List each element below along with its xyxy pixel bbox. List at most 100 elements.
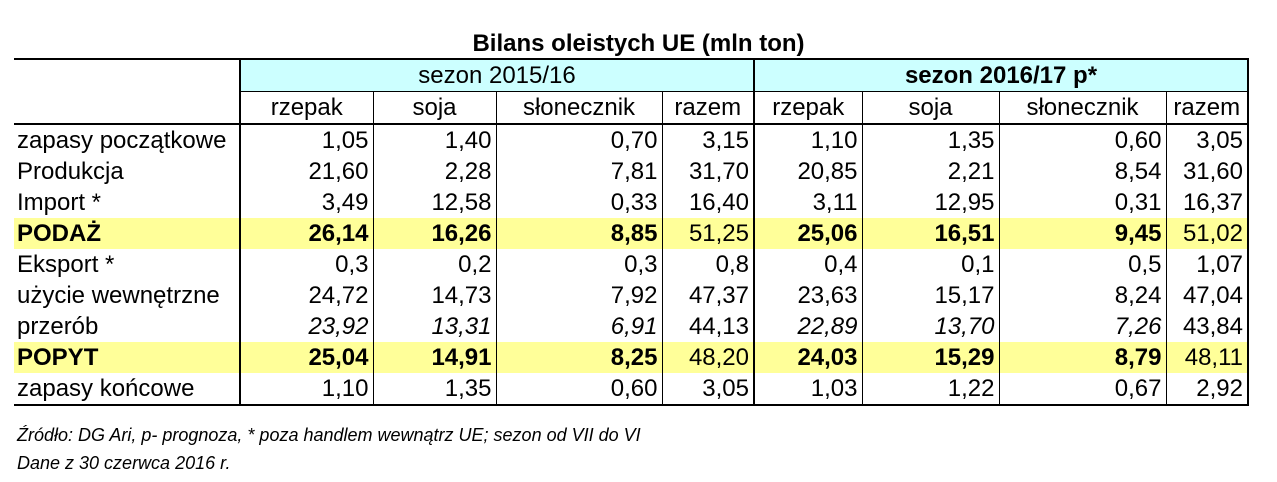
table-body: zapasy początkowe 1,05 1,40 0,70 3,15 1,10 1,3… bbox=[14, 124, 1249, 406]
table-cell: 12,95 bbox=[861, 187, 999, 218]
table-cell: 7,81 bbox=[495, 156, 662, 187]
table-cell: 25,06 bbox=[753, 218, 862, 249]
table-cell: 14,91 bbox=[372, 342, 496, 373]
table-cell: 3,05 bbox=[1165, 124, 1249, 156]
table-row: użycie wewnętrzne 24,72 14,73 7,92 47,37 23,6… bbox=[14, 280, 1249, 311]
table-cell: 1,35 bbox=[372, 373, 496, 406]
table-cell: 15,29 bbox=[861, 342, 999, 373]
table-cell: 16,26 bbox=[372, 218, 496, 249]
row-label: PODAŻ bbox=[14, 218, 240, 249]
table-cell: 15,17 bbox=[861, 280, 999, 311]
table-cell: 26,14 bbox=[239, 218, 373, 249]
table-cell: 12,58 bbox=[372, 187, 496, 218]
table-cell: 13,31 bbox=[372, 311, 496, 342]
col-header: soja bbox=[372, 91, 496, 125]
table-cell: 2,21 bbox=[861, 156, 999, 187]
table-cell: 3,49 bbox=[239, 187, 373, 218]
table-cell: 1,22 bbox=[861, 373, 999, 406]
table-cell: 0,3 bbox=[495, 249, 662, 280]
table-cell: 16,51 bbox=[861, 218, 999, 249]
table-row: zapasy końcowe 1,10 1,35 0,60 3,05 1,03 1,22 0,… bbox=[14, 373, 1249, 406]
table-row: PODAŻ 26,14 16,26 8,85 51,25 25,06 16,51 9,45 51… bbox=[14, 218, 1249, 249]
table-cell: 1,03 bbox=[753, 373, 862, 406]
table-cell: 14,73 bbox=[372, 280, 496, 311]
table-cell: 0,4 bbox=[753, 249, 862, 280]
table-cell: 0,1 bbox=[861, 249, 999, 280]
table-cell: 8,79 bbox=[998, 342, 1166, 373]
table-cell: 0,8 bbox=[661, 249, 754, 280]
col-header: soja bbox=[861, 91, 999, 125]
row-label: użycie wewnętrzne bbox=[17, 282, 220, 309]
table-cell: 3,05 bbox=[661, 373, 754, 406]
col-header: słonecznik bbox=[495, 91, 662, 125]
col-header: słonecznik bbox=[998, 91, 1166, 125]
table-cell: 1,40 bbox=[372, 124, 496, 156]
table-cell: 31,70 bbox=[661, 156, 754, 187]
row-label: Eksport * bbox=[17, 251, 115, 278]
col-header: razem bbox=[661, 91, 754, 125]
table-cell: 0,3 bbox=[239, 249, 373, 280]
table-cell: 7,92 bbox=[495, 280, 662, 311]
col-header: rzepak bbox=[753, 91, 862, 125]
table-cell: 7,26 bbox=[998, 311, 1166, 342]
col-header: rzepak bbox=[239, 91, 373, 125]
table-cell: 0,33 bbox=[495, 187, 662, 218]
table-cell: 23,63 bbox=[753, 280, 862, 311]
table-cell: 31,60 bbox=[1165, 156, 1249, 187]
table-cell: 48,20 bbox=[661, 342, 754, 373]
row-label: zapasy początkowe bbox=[17, 127, 227, 154]
row-label: przerób bbox=[17, 313, 99, 340]
table-cell: 8,24 bbox=[998, 280, 1166, 311]
table-cell: 20,85 bbox=[753, 156, 862, 187]
table-cell: 21,60 bbox=[239, 156, 373, 187]
table-row: POPYT 25,04 14,91 8,25 48,20 24,03 15,29 8,79 48… bbox=[14, 342, 1249, 373]
row-label: Produkcja bbox=[17, 158, 124, 185]
table-cell: 16,40 bbox=[661, 187, 754, 218]
season-2016-17: sezon 2016/17 p* bbox=[753, 58, 1249, 92]
table-title: Bilans oleistych UE (mln ton) bbox=[472, 30, 805, 57]
table-cell: 0,60 bbox=[998, 124, 1166, 156]
table-cell: 23,92 bbox=[239, 311, 373, 342]
row-label: Import * bbox=[17, 189, 102, 216]
table-row: przerób 23,92 13,31 6,91 44,13 22,89 13,70 7,26… bbox=[14, 311, 1249, 342]
table-cell: 1,05 bbox=[239, 124, 373, 156]
table-cell: 48,11 bbox=[1165, 342, 1249, 373]
table-cell: 43,84 bbox=[1165, 311, 1249, 342]
table-row: Import * 3,49 12,58 0,33 16,40 3,11 12,95 0,31 1… bbox=[14, 187, 1249, 218]
table-cell: 1,10 bbox=[239, 373, 373, 406]
table-cell: 6,91 bbox=[495, 311, 662, 342]
table-row: zapasy początkowe 1,05 1,40 0,70 3,15 1,10 1,3… bbox=[14, 124, 1249, 156]
table-cell: 0,60 bbox=[495, 373, 662, 406]
table-row: Eksport * 0,3 0,2 0,3 0,8 0,4 0,1 0,5 1,07 bbox=[14, 249, 1249, 280]
table-cell: 51,25 bbox=[661, 218, 754, 249]
table-cell: 0,67 bbox=[998, 373, 1166, 406]
table-cell: 24,72 bbox=[239, 280, 373, 311]
table-cell: 9,45 bbox=[998, 218, 1166, 249]
source-note: Źródło: DG Ari, p- prognoza, * poza hand… bbox=[17, 425, 641, 445]
table-cell: 47,37 bbox=[661, 280, 754, 311]
table-row: Produkcja 21,60 2,28 7,81 31,70 20,85 2,21 8,54… bbox=[14, 156, 1249, 187]
table-cell: 0,70 bbox=[495, 124, 662, 156]
table-cell: 8,54 bbox=[998, 156, 1166, 187]
date-note: Dane z 30 czerwca 2016 r. bbox=[17, 453, 231, 473]
col-header: razem bbox=[1165, 91, 1249, 125]
table-cell: 1,35 bbox=[861, 124, 999, 156]
table-cell: 51,02 bbox=[1165, 218, 1249, 249]
season-header-row: sezon 2015/16 sezon 2016/17 p* bbox=[14, 58, 1249, 92]
table-cell: 0,2 bbox=[372, 249, 496, 280]
table-cell: 44,13 bbox=[661, 311, 754, 342]
table-cell: 24,03 bbox=[753, 342, 862, 373]
row-label: zapasy końcowe bbox=[14, 373, 240, 406]
table-cell: 25,04 bbox=[239, 342, 373, 373]
table-cell: 1,07 bbox=[1165, 249, 1249, 280]
row-label: POPYT bbox=[14, 342, 240, 373]
table-cell: 16,37 bbox=[1165, 187, 1249, 218]
corner-cell bbox=[14, 58, 240, 92]
table-cell: 13,70 bbox=[861, 311, 999, 342]
table-cell: 3,11 bbox=[753, 187, 862, 218]
table-cell: 8,85 bbox=[495, 218, 662, 249]
table-cell: 2,28 bbox=[372, 156, 496, 187]
table-cell: 2,92 bbox=[1165, 373, 1249, 406]
table-cell: 22,89 bbox=[753, 311, 862, 342]
table-cell: 1,10 bbox=[753, 124, 862, 156]
